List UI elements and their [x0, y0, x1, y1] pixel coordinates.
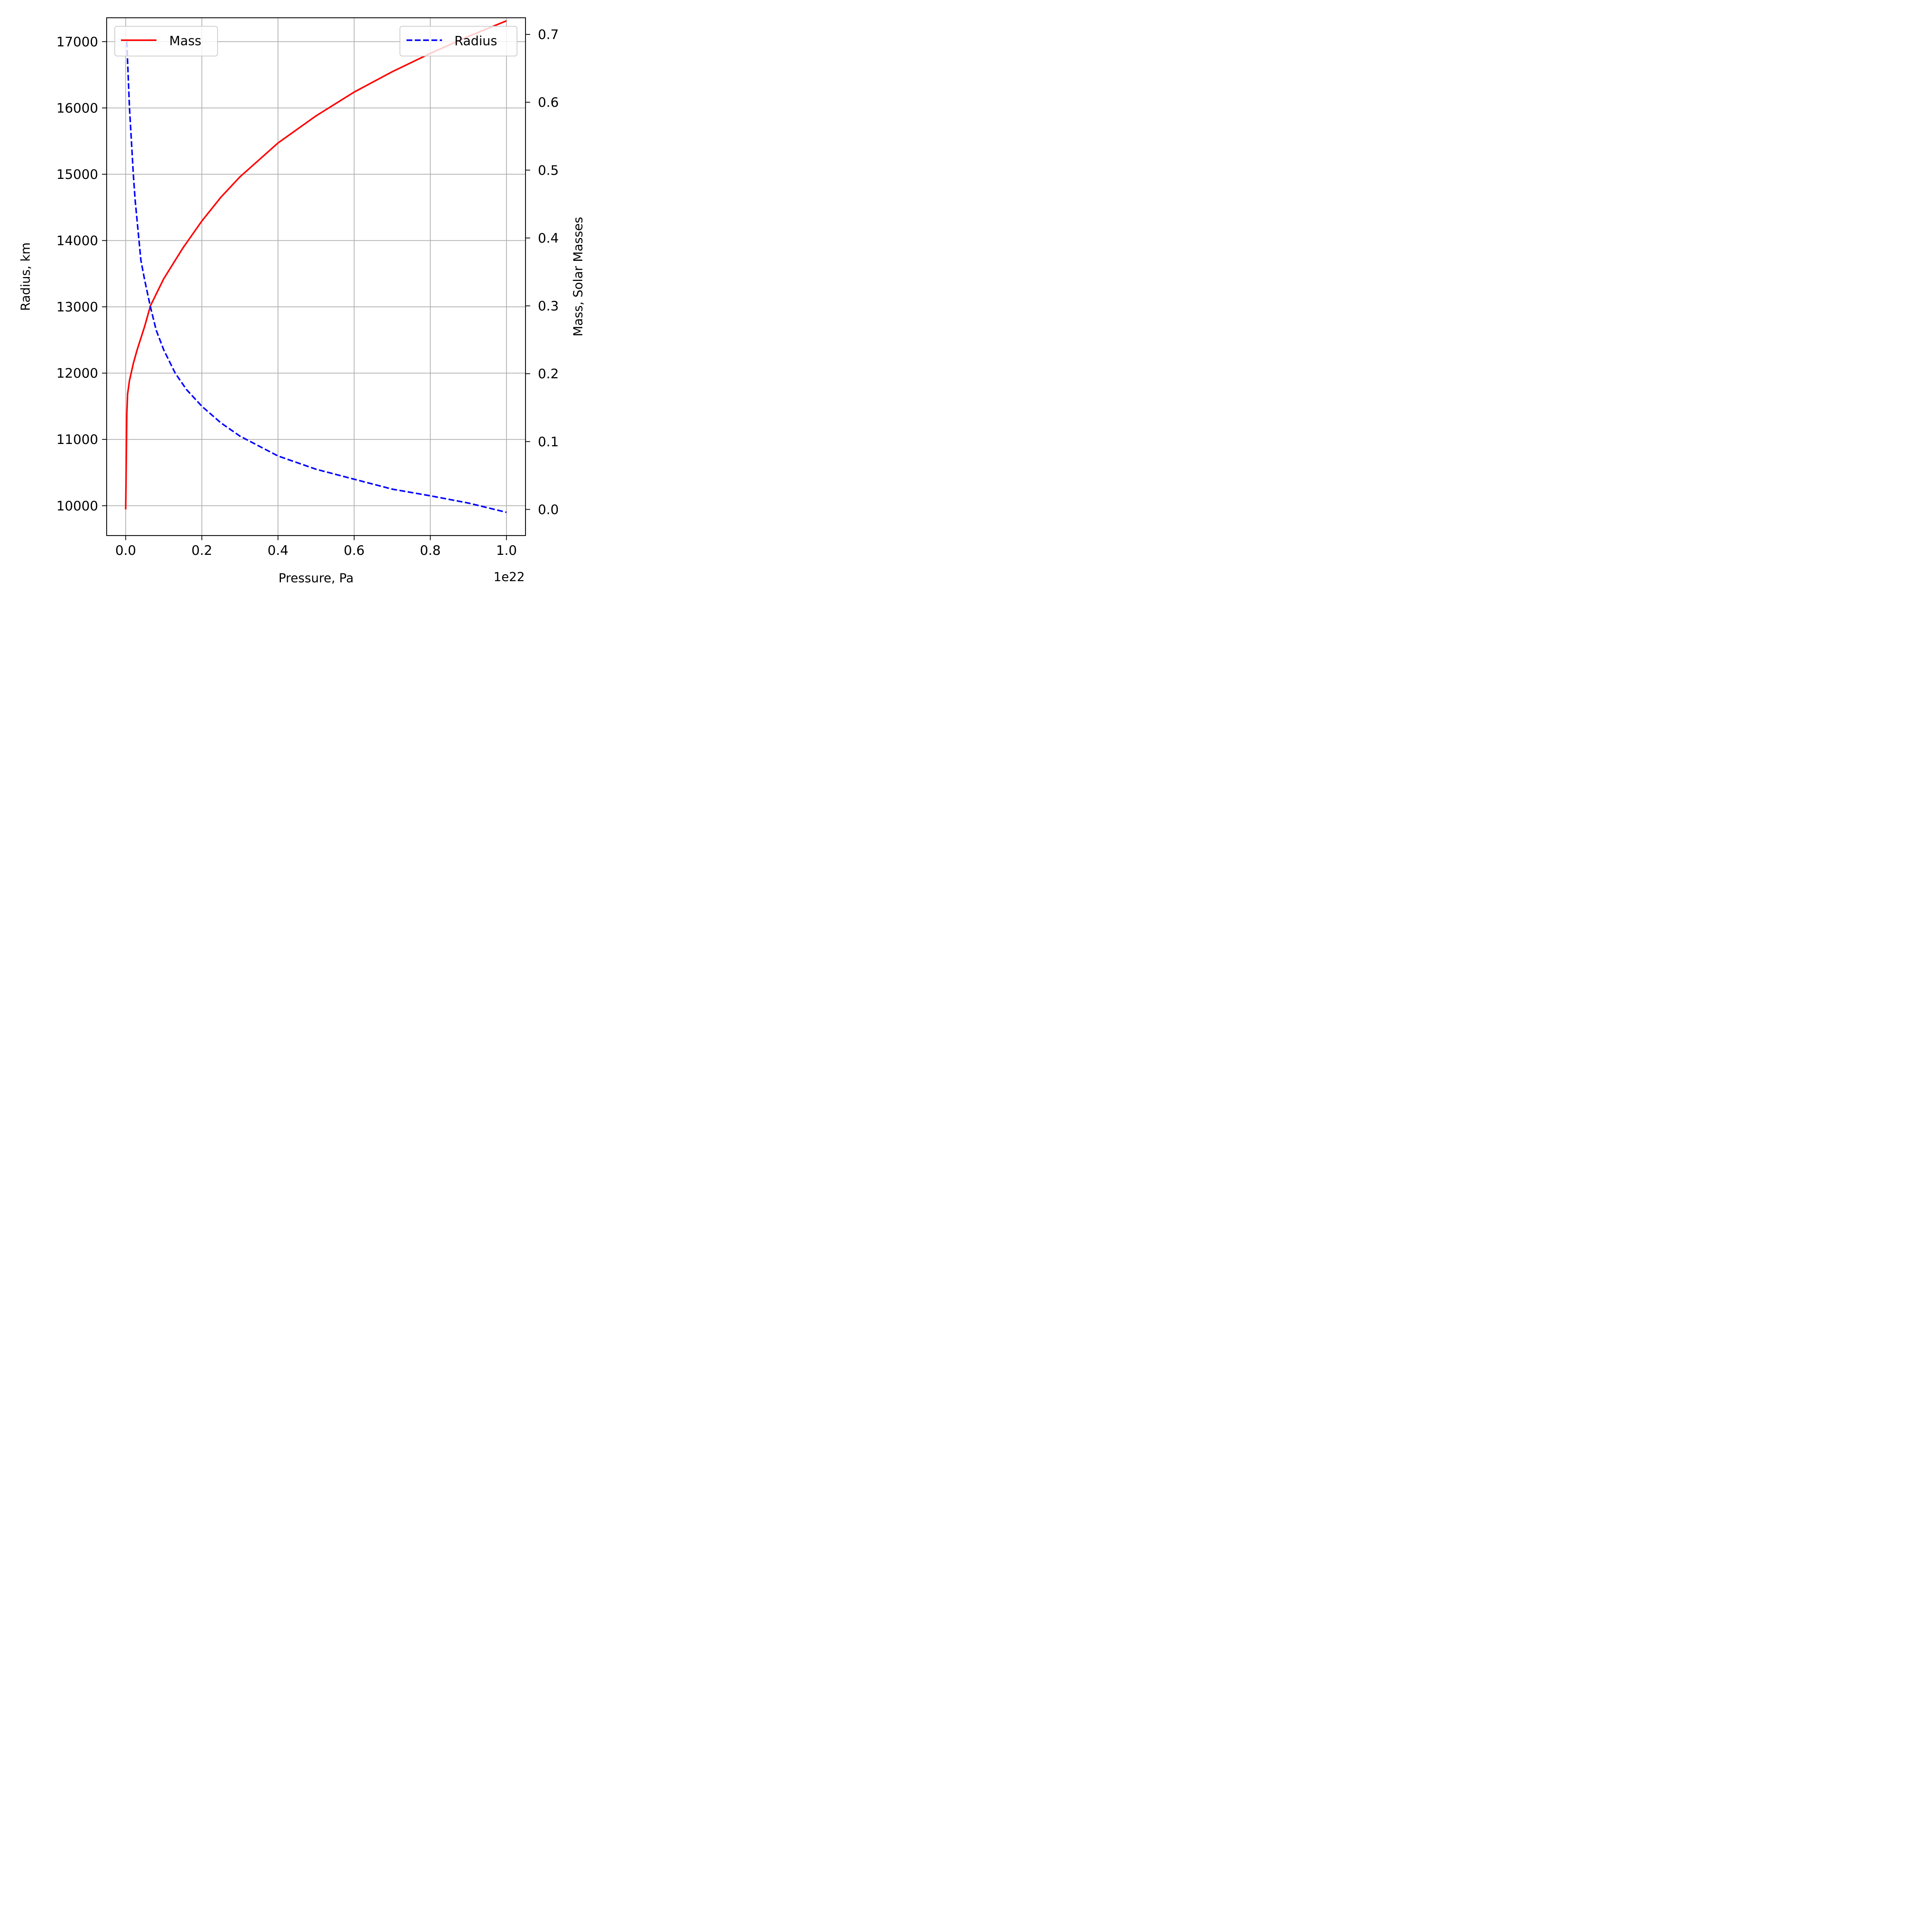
y-left-tick-label: 12000	[56, 366, 98, 381]
y-left-tick-label: 11000	[56, 432, 98, 447]
series-mass-line	[125, 20, 507, 510]
y-right-tick-label: 0.2	[538, 366, 559, 382]
x-tick-label: 0.8	[420, 543, 441, 558]
y-right-tick-label: 0.1	[538, 434, 559, 450]
x-tick-label: 0.2	[191, 543, 212, 558]
y-left-axis-label: Radius, km	[18, 242, 33, 311]
legend-radius: Radius	[400, 26, 517, 56]
y-right-tick-label: 0.7	[538, 27, 559, 43]
y-right-axis-label: Mass, Solar Masses	[571, 217, 585, 337]
series-lines	[125, 20, 507, 513]
y-left-tick-label: 10000	[56, 498, 98, 514]
x-axis-label: Pressure, Pa	[279, 571, 354, 585]
axis-ticks: 0.0 0.2 0.4 0.6 0.8 1.0 10000 11000 12000 13000 14…	[56, 27, 559, 558]
y-left-tick-label: 17000	[56, 34, 98, 50]
y-left-tick-label: 16000	[56, 100, 98, 116]
y-right-tick-label: 0.4	[538, 231, 559, 246]
y-right-tick-label: 0.3	[538, 299, 559, 314]
legend-mass-box	[114, 26, 218, 56]
legend-mass-label: Mass	[169, 33, 201, 48]
x-offset-label: 1e22	[493, 570, 525, 584]
x-tick-label: 0.0	[115, 543, 136, 558]
y-left-tick-label: 13000	[56, 299, 98, 315]
y-right-tick-label: 0.5	[538, 163, 559, 178]
legend-radius-label: Radius	[454, 33, 497, 48]
x-tick-label: 0.4	[267, 543, 288, 558]
y-right-tick-label: 0.0	[538, 502, 559, 517]
legend-mass: Mass	[114, 26, 218, 56]
y-left-tick-label: 15000	[56, 167, 98, 182]
grid-lines	[107, 18, 526, 536]
chart-figure: 0.0 0.2 0.4 0.6 0.8 1.0 10000 11000 12000 13000 14…	[0, 0, 600, 605]
plot-frame	[106, 17, 526, 536]
y-right-tick-label: 0.6	[538, 95, 559, 111]
figure-background	[0, 0, 600, 605]
x-tick-label: 1.0	[496, 543, 517, 558]
y-left-tick-label: 14000	[56, 233, 98, 248]
x-tick-label: 0.6	[344, 543, 365, 558]
legend-radius-box	[400, 26, 517, 56]
series-radius-line	[126, 41, 507, 513]
